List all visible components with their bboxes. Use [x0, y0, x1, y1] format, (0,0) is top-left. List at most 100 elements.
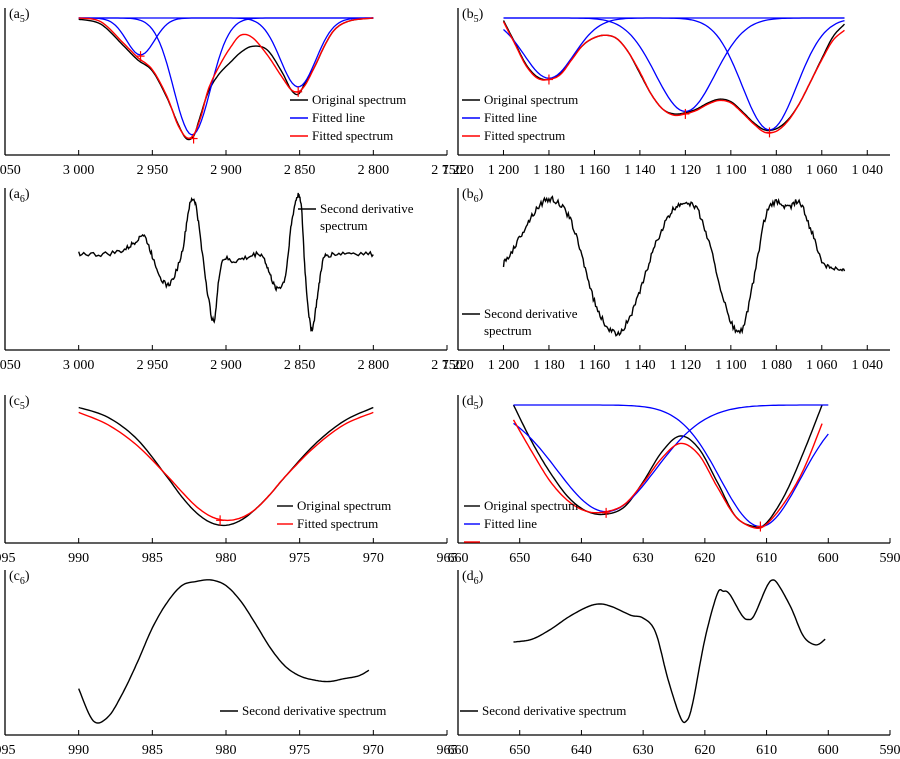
legend-label: spectrum: [484, 323, 532, 338]
legend-label: Fitted spectrum: [297, 516, 378, 531]
x-tick-label: 990: [68, 551, 89, 566]
series-line: [78, 411, 374, 522]
panel-b6: 1 220 1 200 1 180 1 160 1 140 1 120 1 100 1 080…: [442, 187, 890, 373]
x-tick-label: 1 160: [579, 358, 611, 373]
series-line: [78, 406, 374, 527]
x-tick-label: 610: [756, 551, 777, 566]
x-tick-label: 985: [142, 551, 163, 566]
x-tick-label: 1 040: [852, 358, 884, 373]
x-tick-label: 610: [756, 743, 777, 758]
legend: Second derivative spectrum: [460, 703, 626, 718]
x-tick-label: 640: [571, 551, 592, 566]
legend-label: Second derivative: [484, 306, 578, 321]
legend-label: Fitted line: [484, 516, 537, 531]
series-second-derivative-spectrum: [502, 195, 846, 337]
x-tick-label: 2 950: [137, 163, 169, 178]
x-tick-label: 1 140: [624, 358, 656, 373]
x-tick-label: 630: [633, 551, 654, 566]
fitted-component: [503, 17, 845, 79]
x-tick-label: 980: [216, 743, 237, 758]
x-tick-label: 650: [509, 743, 530, 758]
fitted-component: [513, 404, 829, 528]
x-tick-label: 2 750: [431, 358, 463, 373]
series-line: [502, 20, 845, 132]
x-tick-label: 1 200: [488, 163, 520, 178]
series-fitted-line: [503, 17, 845, 131]
x-tick-label: 3 050: [0, 358, 21, 373]
fitted-component: [503, 17, 845, 131]
x-tick-label: 1 060: [806, 163, 838, 178]
legend-label: Original spectrum: [484, 498, 578, 513]
x-tick-label: 1 180: [533, 163, 565, 178]
x-tick-label: 975: [289, 743, 310, 758]
series-second-derivative-spectrum: [513, 579, 826, 724]
legend-label: Second derivative spectrum: [242, 703, 386, 718]
legend-label: Second derivative: [320, 201, 414, 216]
x-tick-label: 2 850: [284, 163, 316, 178]
x-tick-label: 590: [880, 743, 900, 758]
x-tick-label: 660: [448, 743, 469, 758]
legend-label: Second derivative spectrum: [482, 703, 626, 718]
x-tick-label: 2 950: [137, 358, 169, 373]
fitted-component: [513, 404, 829, 513]
x-tick-label: 995: [0, 743, 16, 758]
x-tick-label: 3 000: [63, 358, 95, 373]
series-fitted-line: [78, 17, 374, 136]
x-tick-label: 2 900: [210, 163, 242, 178]
panel-d5: 660 650 640 630 620 610 600 590 (d5) Original spe…: [448, 394, 900, 566]
x-tick-label: 2 850: [284, 358, 316, 373]
panel-a5: 3 050 3 000 2 950 2 900 2 850 2 800 2 750 (a5) O…: [0, 7, 463, 178]
x-tick-label: 600: [818, 743, 839, 758]
x-tick-label: 1 120: [670, 358, 702, 373]
legend: Original spectrum Fitted spectrum: [277, 498, 391, 531]
x-tick-label: 660: [448, 551, 469, 566]
legend-label: Fitted spectrum: [312, 128, 393, 143]
x-tick-label: 1 220: [442, 163, 474, 178]
legend-label: Fitted spectrum: [484, 128, 565, 143]
x-tick-label: 1 080: [761, 358, 793, 373]
series-original-spectrum: [502, 20, 845, 132]
x-tick-label: 990: [68, 743, 89, 758]
legend-label: Fitted line: [312, 110, 365, 125]
x-tick-label: 1 060: [806, 358, 838, 373]
series-fitted-spectrum: [78, 411, 374, 526]
series-line: [512, 404, 823, 528]
x-tick-label: 590: [880, 551, 900, 566]
x-tick-label: 2 800: [358, 358, 390, 373]
x-tick-label: 1 160: [579, 163, 611, 178]
x-tick-label: 970: [363, 551, 384, 566]
x-tick-label: 970: [363, 743, 384, 758]
series-unnamed: [512, 419, 823, 532]
series-original-spectrum: [78, 406, 374, 527]
series-second-derivative-spectrum: [78, 192, 374, 333]
panel-label: (c6): [9, 569, 30, 587]
legend-label: Original spectrum: [297, 498, 391, 513]
x-tick-label: 985: [142, 743, 163, 758]
panel-label: (c5): [9, 394, 30, 412]
legend: Second derivative spectrum: [220, 703, 386, 718]
legend: Original spectrum Fitted line Fitted spect…: [462, 92, 578, 143]
x-tick-label: 2 750: [431, 163, 463, 178]
panel-label: (a5): [9, 7, 30, 25]
series-line: [502, 21, 845, 134]
series-line: [78, 579, 370, 724]
x-tick-label: 640: [571, 743, 592, 758]
panel-d6: 660 650 640 630 620 610 600 590 (d6) Second deriv…: [448, 569, 900, 758]
series-line: [513, 579, 826, 724]
x-tick-label: 965: [437, 551, 458, 566]
x-tick-label: 620: [694, 551, 715, 566]
x-tick-label: 2 900: [210, 358, 242, 373]
x-tick-label: 1 220: [442, 358, 474, 373]
x-tick-label: 1 140: [624, 163, 656, 178]
panel-label: (b5): [462, 7, 484, 25]
x-tick-label: 2 800: [358, 163, 390, 178]
panel-label: (d5): [462, 394, 484, 412]
legend-label: Original spectrum: [484, 92, 578, 107]
series-fitted-line: [513, 404, 829, 528]
panel-c6: 995 990 985 980 975 970 965 (c6) Second derivati…: [0, 569, 458, 758]
series-fitted-spectrum: [78, 17, 374, 144]
series-line: [502, 195, 846, 337]
series-fitted-spectrum: [502, 21, 845, 138]
panel-c5: 995 990 985 980 975 970 965 (c5) Original spectr…: [0, 394, 458, 566]
